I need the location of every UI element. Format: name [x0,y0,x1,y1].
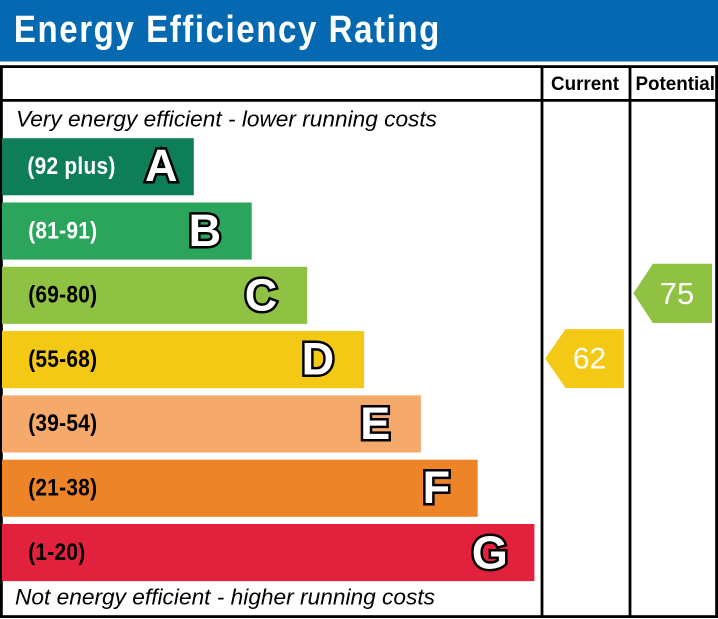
svg-text:F: F [423,462,451,513]
svg-text:(69-80): (69-80) [28,281,97,308]
svg-text:C: C [245,269,278,320]
svg-text:B: B [189,205,222,256]
svg-text:(39-54): (39-54) [28,410,97,437]
svg-text:(92 plus): (92 plus) [27,153,115,180]
svg-text:E: E [360,398,390,449]
svg-text:Not energy efficient - higher: Not energy efficient - higher running co… [15,584,435,609]
svg-text:Very energy efficient - lower: Very energy efficient - lower running co… [16,106,437,131]
svg-text:A: A [145,140,178,191]
svg-text:D: D [302,334,335,385]
svg-text:62: 62 [573,342,606,375]
svg-text:(55-68): (55-68) [28,346,97,373]
svg-text:75: 75 [660,276,694,311]
svg-text:Energy Efficiency Rating: Energy Efficiency Rating [14,8,441,51]
svg-text:(1-20): (1-20) [28,538,85,565]
svg-text:G: G [472,527,508,579]
svg-text:Potential: Potential [635,74,715,95]
svg-text:(81-91): (81-91) [28,217,97,244]
svg-text:Current: Current [551,74,620,95]
svg-text:(21-38): (21-38) [28,474,97,501]
